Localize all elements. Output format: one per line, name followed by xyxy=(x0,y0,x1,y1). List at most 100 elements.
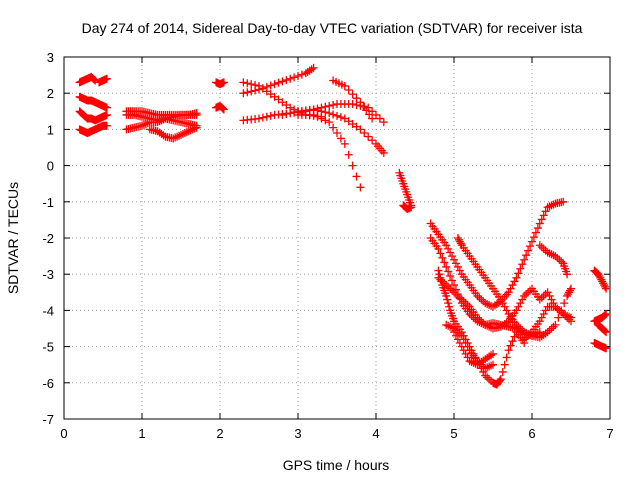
data-point-marker xyxy=(543,288,552,297)
y-tick-label: 1 xyxy=(47,122,54,137)
data-point-marker xyxy=(597,275,606,284)
data-point-marker xyxy=(520,328,529,337)
data-point-marker xyxy=(344,86,353,95)
data-point-marker xyxy=(537,313,546,322)
data-point-marker xyxy=(508,337,517,346)
data-point-marker xyxy=(549,322,558,331)
data-point-marker xyxy=(554,313,563,322)
data-series xyxy=(122,114,201,134)
data-point-marker xyxy=(247,80,256,89)
data-point-marker xyxy=(243,88,252,97)
data-point-marker xyxy=(596,273,605,282)
data-point-marker xyxy=(500,302,509,311)
y-tick-label: -2 xyxy=(42,231,54,246)
data-point-marker xyxy=(444,244,453,253)
data-point-marker xyxy=(483,321,492,330)
data-series xyxy=(75,121,111,138)
x-tick-label: 2 xyxy=(216,426,223,441)
data-point-marker xyxy=(522,290,531,299)
data-point-marker xyxy=(278,110,287,119)
y-tick-label: -4 xyxy=(42,303,54,318)
data-point-marker xyxy=(481,320,490,329)
data-point-marker xyxy=(91,76,100,85)
data-point-marker xyxy=(477,295,486,304)
data-point-marker xyxy=(565,288,574,297)
data-point-marker xyxy=(313,112,322,121)
data-point-marker xyxy=(563,313,572,322)
data-point-marker xyxy=(182,128,191,137)
data-point-marker xyxy=(526,286,535,295)
data-point-marker xyxy=(539,310,548,319)
data-point-marker xyxy=(437,277,446,286)
data-point-marker xyxy=(514,322,523,331)
data-point-marker xyxy=(533,329,542,338)
data-point-marker xyxy=(465,357,474,366)
data-point-marker xyxy=(537,215,546,224)
data-point-marker xyxy=(368,114,377,123)
data-point-marker xyxy=(368,136,377,145)
data-point-marker xyxy=(455,237,464,246)
data-point-marker xyxy=(516,324,525,333)
data-point-marker xyxy=(602,284,611,293)
data-series xyxy=(426,197,568,311)
data-series xyxy=(95,74,111,87)
x-tick-label: 1 xyxy=(138,426,145,441)
data-series xyxy=(590,310,611,326)
data-point-marker xyxy=(518,295,527,304)
data-point-marker xyxy=(467,357,476,366)
data-point-marker xyxy=(102,74,111,83)
x-tick-label: 6 xyxy=(528,426,535,441)
data-point-marker xyxy=(508,281,517,290)
data-point-marker xyxy=(321,116,330,125)
data-point-marker xyxy=(522,251,531,260)
data-point-marker xyxy=(258,113,267,122)
data-point-marker xyxy=(547,201,556,210)
data-point-marker xyxy=(278,77,287,86)
data-point-marker xyxy=(440,258,449,267)
data-point-marker xyxy=(506,284,515,293)
data-point-marker xyxy=(190,124,199,133)
data-point-marker xyxy=(352,172,361,181)
data-point-marker xyxy=(520,335,529,344)
data-point-marker xyxy=(528,237,536,246)
data-point-marker xyxy=(356,125,365,134)
data-point-marker xyxy=(169,134,178,143)
data-point-marker xyxy=(356,98,365,107)
data-point-marker xyxy=(502,318,511,327)
data-point-marker xyxy=(175,131,184,140)
data-point-marker xyxy=(563,270,572,279)
data-point-marker xyxy=(510,332,519,341)
y-tick-label: -7 xyxy=(42,412,54,427)
data-point-marker xyxy=(453,291,462,300)
data-point-marker xyxy=(436,249,445,258)
data-point-marker xyxy=(599,279,608,288)
data-point-marker xyxy=(481,299,490,308)
data-point-marker xyxy=(533,224,542,233)
data-point-marker xyxy=(479,367,488,376)
data-point-marker xyxy=(173,132,182,141)
data-point-marker xyxy=(375,114,384,123)
data-series xyxy=(294,110,365,192)
data-series xyxy=(590,266,611,293)
data-point-marker xyxy=(483,363,492,372)
data-point-marker xyxy=(294,72,302,81)
data-point-marker xyxy=(475,315,484,324)
data-point-marker xyxy=(601,310,610,319)
data-point-marker xyxy=(364,132,373,141)
data-point-marker xyxy=(547,250,556,259)
data-point-marker xyxy=(495,376,504,385)
data-point-marker xyxy=(309,110,318,119)
data-point-marker xyxy=(450,328,458,337)
data-point-marker xyxy=(450,281,458,290)
data-point-marker xyxy=(102,110,111,119)
y-axis-label: SDTVAR / TECUs xyxy=(5,182,21,294)
data-point-marker xyxy=(356,183,365,192)
data-point-marker xyxy=(541,207,550,216)
data-point-marker xyxy=(329,110,338,119)
data-point-marker xyxy=(457,342,466,351)
data-point-marker xyxy=(561,311,570,320)
data-point-marker xyxy=(360,129,369,138)
data-point-marker xyxy=(524,288,533,297)
data-point-marker xyxy=(270,80,279,89)
data-series xyxy=(75,72,100,87)
